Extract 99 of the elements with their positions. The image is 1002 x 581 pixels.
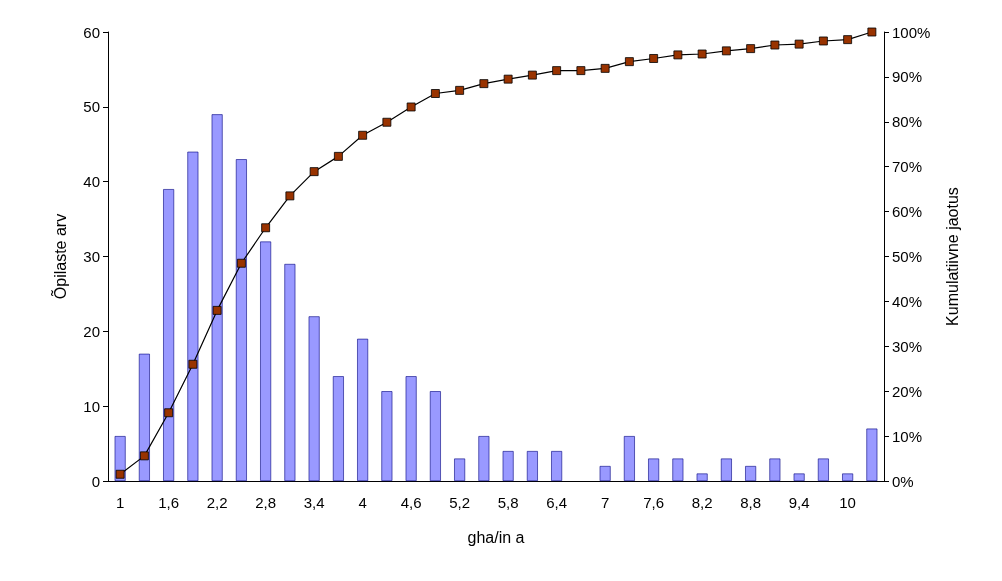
bar bbox=[623, 436, 635, 481]
y-tick-label: 10 bbox=[83, 397, 100, 415]
point bbox=[867, 27, 877, 37]
y2-tick-label: 0% bbox=[892, 472, 914, 490]
bar bbox=[672, 458, 684, 481]
point bbox=[115, 469, 125, 479]
bar bbox=[163, 189, 175, 481]
point bbox=[406, 102, 416, 112]
x-tick-label: 6,4 bbox=[546, 494, 568, 511]
point bbox=[721, 46, 731, 56]
y-tick-label: 30 bbox=[83, 248, 100, 265]
bar bbox=[357, 338, 369, 481]
bar bbox=[211, 114, 223, 481]
bar bbox=[478, 436, 490, 481]
x-tick-label: 2,2 bbox=[206, 494, 228, 511]
point bbox=[430, 89, 440, 98]
point bbox=[673, 50, 683, 60]
bar bbox=[332, 376, 344, 481]
bar bbox=[648, 458, 660, 481]
x-tick-label: 8,2 bbox=[691, 494, 713, 511]
point bbox=[818, 36, 828, 46]
point bbox=[697, 49, 707, 59]
bar bbox=[260, 241, 272, 481]
point bbox=[479, 79, 489, 89]
y-tick-label: 20 bbox=[83, 322, 100, 340]
bar bbox=[745, 466, 757, 481]
bar bbox=[866, 428, 878, 481]
y-tick-label: 50 bbox=[83, 98, 100, 116]
point bbox=[455, 85, 465, 95]
bar bbox=[696, 473, 708, 481]
bar bbox=[793, 473, 805, 481]
point bbox=[770, 40, 780, 50]
y2-tick-label: 90% bbox=[892, 68, 923, 86]
y2-tick-label: 30% bbox=[892, 337, 923, 355]
point bbox=[333, 151, 343, 161]
bar bbox=[769, 458, 781, 481]
y2-tick-label: 20% bbox=[892, 382, 923, 400]
y-tick-label: 0 bbox=[91, 472, 100, 490]
bar bbox=[551, 451, 563, 481]
point bbox=[139, 451, 149, 461]
bar bbox=[720, 458, 732, 481]
y2-tick-label: 50% bbox=[892, 248, 923, 265]
point bbox=[600, 63, 610, 73]
x-tick-label: 1,6 bbox=[158, 494, 180, 511]
bar bbox=[138, 353, 150, 481]
point bbox=[746, 44, 756, 54]
point bbox=[382, 117, 392, 127]
point bbox=[164, 408, 174, 418]
bar bbox=[817, 458, 829, 481]
point bbox=[309, 167, 319, 177]
x-axis-title: gha/in a bbox=[467, 528, 525, 546]
point bbox=[649, 54, 659, 63]
bar bbox=[526, 451, 538, 481]
x-tick-label: 1 bbox=[115, 494, 125, 511]
y-tick-label: 60 bbox=[83, 23, 100, 41]
point bbox=[188, 359, 198, 369]
point bbox=[358, 130, 368, 140]
x-tick-label: 5,8 bbox=[497, 494, 519, 511]
x-tick-label: 3,4 bbox=[303, 494, 325, 511]
x-tick-label: 4,6 bbox=[400, 494, 422, 511]
point bbox=[794, 39, 804, 49]
point bbox=[236, 258, 246, 268]
point bbox=[576, 66, 586, 76]
bar bbox=[381, 391, 393, 481]
y-tick-label: 40 bbox=[83, 173, 100, 191]
bar bbox=[502, 451, 514, 481]
point bbox=[527, 70, 537, 80]
x-tick-label: 9,4 bbox=[788, 494, 810, 511]
point bbox=[261, 223, 271, 233]
point bbox=[624, 57, 634, 67]
x-tick-label: 7,6 bbox=[643, 494, 665, 511]
bar bbox=[599, 466, 611, 481]
y2-tick-label: 70% bbox=[892, 158, 923, 176]
point bbox=[212, 305, 222, 315]
point bbox=[285, 191, 295, 201]
point bbox=[843, 35, 853, 45]
y2-tick-label: 10% bbox=[892, 427, 923, 445]
bar bbox=[308, 316, 320, 481]
bar bbox=[235, 159, 247, 481]
x-tick-label: 4 bbox=[358, 494, 367, 511]
x-tick-label: 2,8 bbox=[255, 494, 277, 511]
bar bbox=[187, 151, 199, 481]
point bbox=[552, 66, 562, 76]
y2-tick-label: 100% bbox=[892, 23, 931, 41]
bar bbox=[429, 391, 441, 481]
point bbox=[503, 74, 513, 84]
x-tick-label: 8,8 bbox=[740, 494, 762, 511]
x-tick-label: 10 bbox=[839, 494, 856, 511]
y2-tick-label: 60% bbox=[892, 203, 923, 221]
y-axis-title: Õpilaste arv bbox=[49, 213, 69, 300]
y2-tick-label: 80% bbox=[892, 113, 923, 131]
y2-tick-label: 40% bbox=[892, 292, 923, 310]
bar bbox=[405, 376, 417, 481]
x-tick-label: 5,2 bbox=[449, 494, 471, 511]
y2-axis-title: Kumulatiivne jaotus bbox=[943, 187, 961, 326]
bar bbox=[842, 473, 854, 481]
x-tick-label: 7 bbox=[600, 494, 610, 511]
bar bbox=[454, 458, 466, 481]
bar bbox=[284, 263, 296, 481]
